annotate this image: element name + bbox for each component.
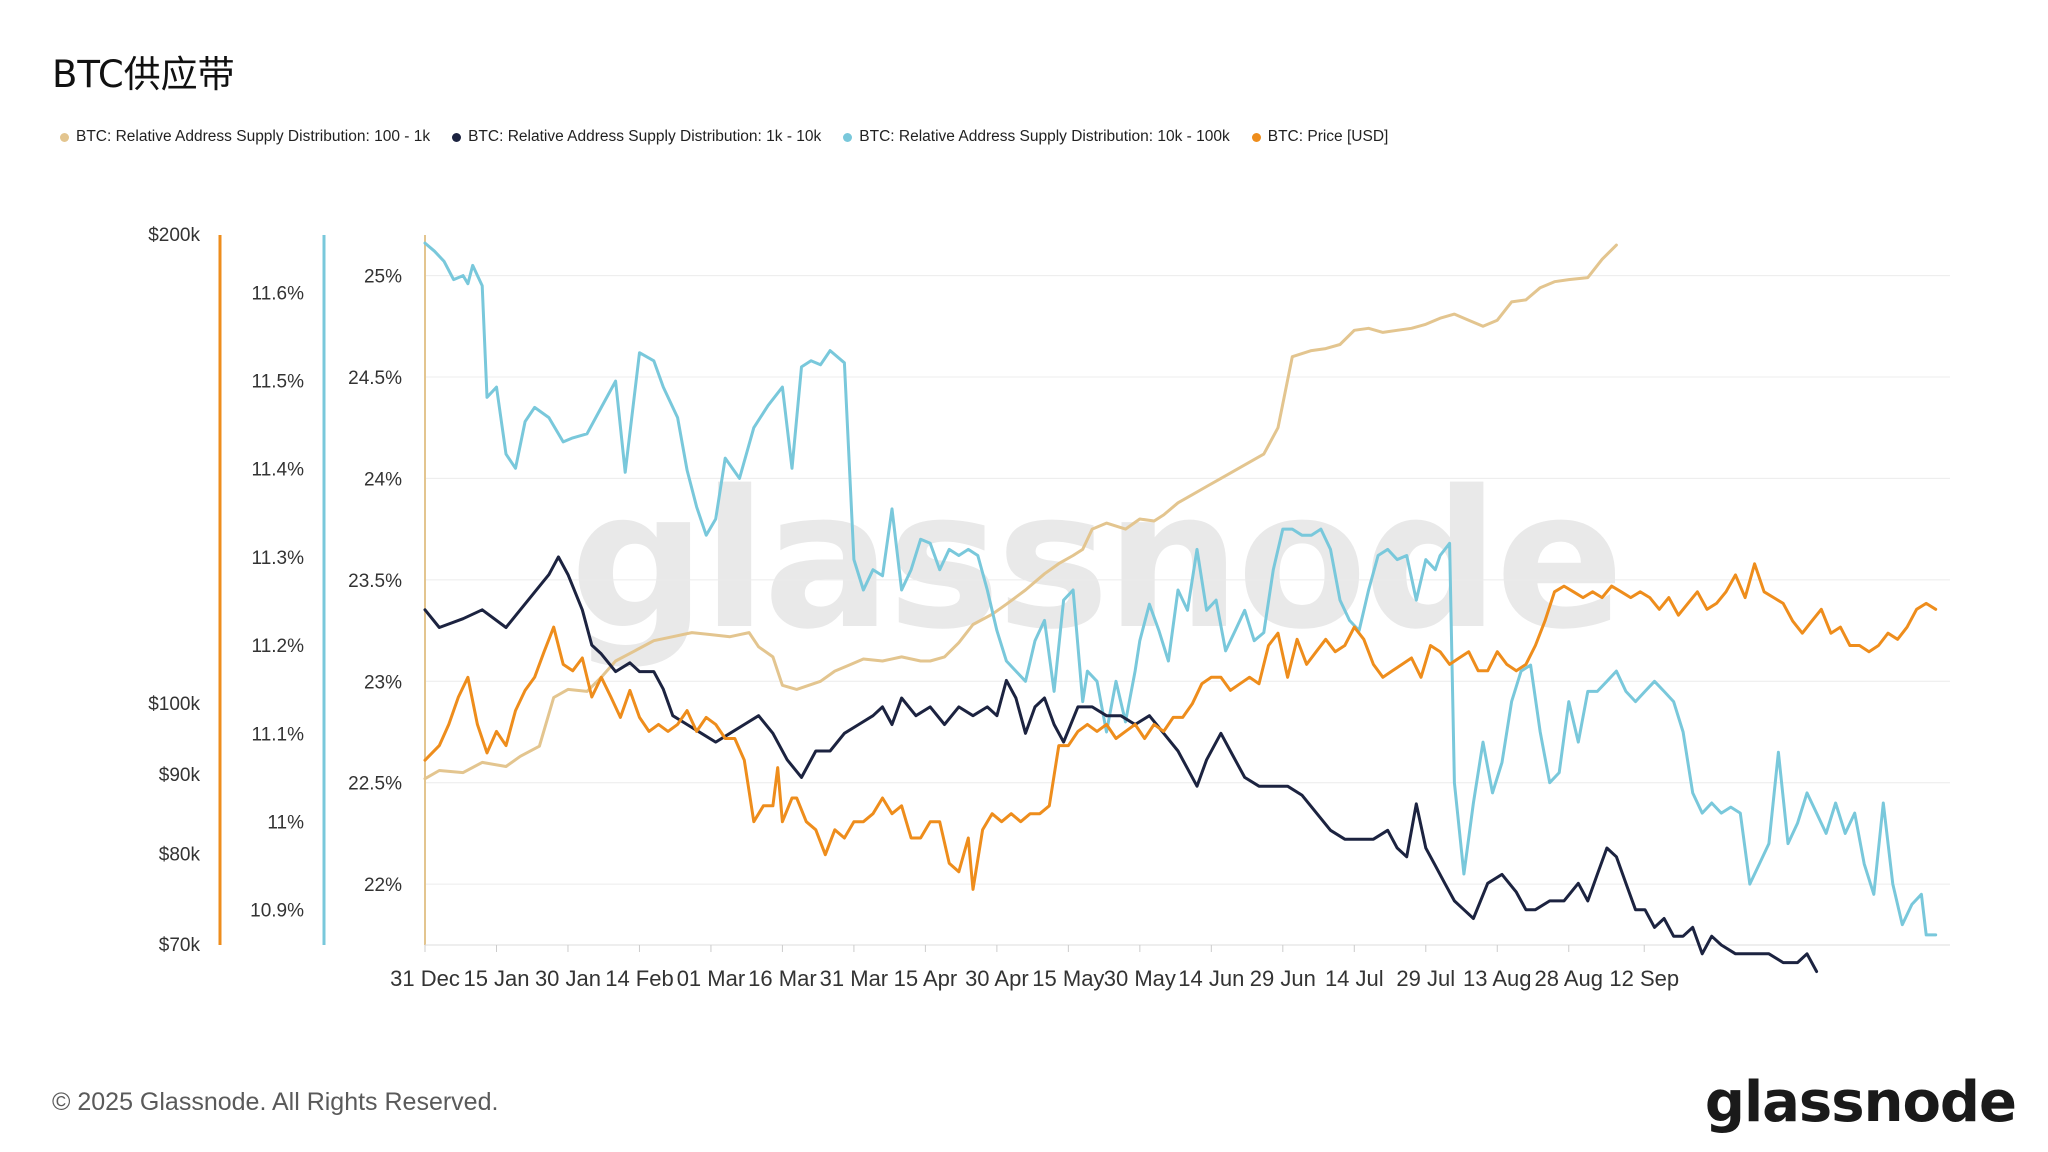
- copyright-footer: © 2025 Glassnode. All Rights Reserved.: [52, 1088, 499, 1116]
- pct-1k-10k-tick-label: 11.6%: [252, 283, 305, 304]
- pct-1k-10k-tick-label: 11.3%: [252, 548, 305, 569]
- x-tick-label: 30 Apr: [965, 966, 1029, 991]
- series-1k-10k-line: [423, 555, 1819, 973]
- pct-1k-10k-tick-label: 11%: [267, 813, 304, 834]
- pct-1k-10k-tick-label: 11.4%: [252, 460, 305, 481]
- pct-10k-100k-tick-label: 25%: [364, 267, 402, 288]
- x-tick-label: 29 Jun: [1250, 966, 1316, 991]
- glassnode-logo[interactable]: glassnode: [1704, 1070, 2017, 1135]
- legend-label-1k-10k: BTC: Relative Address Supply Distributio…: [468, 128, 822, 145]
- x-tick-label: 15 Apr: [894, 966, 958, 991]
- pct-10k-100k-tick-label: 24%: [364, 469, 402, 490]
- x-tick-label: 15 May: [1032, 966, 1104, 991]
- pct-1k-10k-tick-label: 11.1%: [252, 724, 305, 745]
- pct-10k-100k-tick-label: 22%: [364, 875, 402, 896]
- legend-dot-10k-100k: [843, 132, 853, 142]
- x-tick-label: 31 Dec: [390, 966, 460, 991]
- pct-1k-10k-tick-label: 10.9%: [250, 901, 304, 922]
- price-tick-label: $100k: [148, 694, 200, 715]
- legend-dot-1k-10k: [452, 132, 462, 142]
- x-tick-label: 30 Jan: [535, 966, 601, 991]
- legend-label-10k-100k: BTC: Relative Address Supply Distributio…: [859, 128, 1230, 145]
- pct-1k-10k-tick-label: 11.5%: [252, 372, 305, 393]
- pct-10k-100k-tick-label: 24.5%: [348, 368, 402, 389]
- x-tick-label: 14 Jun: [1178, 966, 1244, 991]
- price-tick-label: $200k: [148, 225, 200, 246]
- x-tick-label: 16 Mar: [748, 966, 816, 991]
- pct-1k-10k-tick-label: 11.2%: [252, 636, 305, 657]
- x-tick-label: 14 Feb: [605, 966, 674, 991]
- legend: BTC: Relative Address Supply Distributio…: [60, 128, 1388, 146]
- legend-item-price[interactable]: BTC: Price [USD]: [1251, 128, 1389, 146]
- x-tick-label: 15 Jan: [463, 966, 529, 991]
- price-tick-label: $90k: [159, 765, 201, 786]
- chart-title: BTC供应带: [52, 53, 235, 96]
- legend-label-price: BTC: Price [USD]: [1267, 128, 1389, 145]
- legend-item-100-1k[interactable]: BTC: Relative Address Supply Distributio…: [60, 128, 430, 146]
- series-10k-100k-line: [423, 241, 1938, 937]
- x-tick-label: 29 Jul: [1396, 966, 1455, 991]
- x-tick-label: 28 Aug: [1534, 966, 1603, 991]
- legend-dot-price: [1251, 132, 1261, 142]
- x-tick-label: 13 Aug: [1463, 966, 1532, 991]
- pct-10k-100k-tick-label: 23%: [364, 672, 402, 693]
- legend-item-1k-10k[interactable]: BTC: Relative Address Supply Distributio…: [452, 128, 821, 146]
- legend-item-10k-100k[interactable]: BTC: Relative Address Supply Distributio…: [843, 128, 1230, 146]
- legend-label-100-1k: BTC: Relative Address Supply Distributio…: [76, 128, 431, 145]
- x-tick-label: 14 Jul: [1325, 966, 1384, 991]
- x-tick-label: 01 Mar: [677, 966, 745, 991]
- x-tick-label: 12 Sep: [1609, 966, 1679, 991]
- series-price-line: [423, 562, 1938, 891]
- price-tick-label: $80k: [159, 845, 201, 866]
- pct-10k-100k-tick-label: 22.5%: [348, 774, 402, 795]
- series-100-1k-line: [423, 243, 1618, 781]
- legend-dot-100-1k: [60, 132, 69, 142]
- x-tick-label: 30 May: [1104, 966, 1176, 991]
- x-tick-label: 31 Mar: [820, 966, 888, 991]
- price-tick-label: $70k: [159, 935, 201, 956]
- pct-10k-100k-tick-label: 23.5%: [348, 571, 402, 592]
